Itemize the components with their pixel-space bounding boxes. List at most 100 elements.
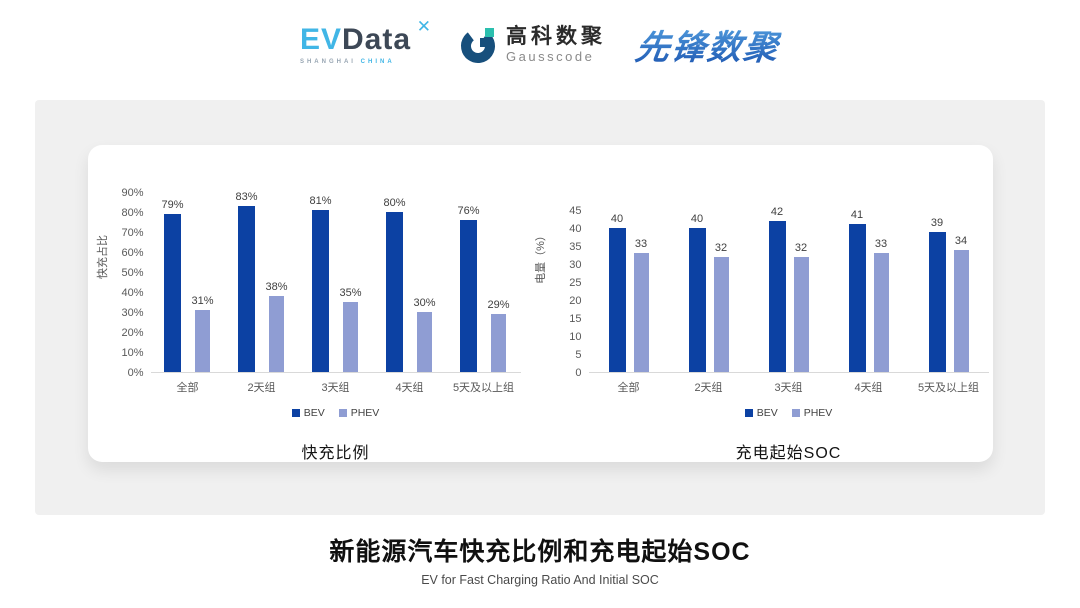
bar-with-label: 32 bbox=[793, 242, 809, 372]
bar-with-label: 33 bbox=[633, 238, 649, 372]
bar-group: 40 33 bbox=[589, 213, 669, 372]
bar-phev bbox=[269, 296, 285, 372]
y-axis-label-cell: 电量（%） bbox=[531, 167, 549, 373]
bar-value-label: 81% bbox=[309, 195, 332, 207]
bar-value-label: 33 bbox=[634, 238, 648, 250]
x-category-label: 4天组 bbox=[854, 382, 883, 394]
x-category-label: 3天组 bbox=[774, 382, 803, 394]
x-category-label: 全部 bbox=[176, 382, 199, 394]
evdata-logo: EVData ✕ SHANGHAI CHINA bbox=[299, 17, 431, 65]
chart-plot-area: 电量（%） 0 5 10 15 20 25 30 35 40 45 40 33 40 32 42 32 41 3… bbox=[531, 167, 989, 463]
y-tick-label: 0 bbox=[575, 367, 582, 379]
bar-phev bbox=[873, 253, 889, 372]
y-tick-label: 40 bbox=[569, 223, 582, 235]
y-tick-label: 35 bbox=[569, 241, 582, 253]
y-tick-label: 30% bbox=[121, 307, 144, 319]
bar-value-label: 32 bbox=[794, 242, 808, 254]
y-tick-label: 30 bbox=[569, 259, 582, 271]
bar-bev bbox=[688, 228, 706, 372]
bar-with-label: 34 bbox=[953, 235, 969, 372]
legend-label: BEV bbox=[756, 407, 778, 419]
gausscode-text-block: 高科数聚 Gausscode bbox=[506, 25, 606, 63]
bar-group: 80% 30% bbox=[373, 197, 447, 372]
legend-label: BEV bbox=[303, 407, 325, 419]
chart-panel: 快充占比 0% 10% 20% 30% 40% 50% 60% 70% 80% 90% 79% 31… bbox=[35, 100, 1045, 515]
bar-group: 81% 35% bbox=[299, 195, 373, 372]
x-category-label: 3天组 bbox=[321, 382, 350, 394]
y-tick-label: 25 bbox=[569, 277, 582, 289]
bar-value-label: 40 bbox=[690, 213, 704, 225]
bar-group: 41 33 bbox=[829, 209, 909, 372]
chart-plot-area: 快充占比 0% 10% 20% 30% 40% 50% 60% 70% 80% 90% 79% 31… bbox=[93, 167, 521, 463]
bar-value-label: 30% bbox=[413, 297, 436, 309]
y-tick-label: 40% bbox=[121, 287, 144, 299]
bar-value-label: 31% bbox=[191, 295, 214, 307]
bar-phev bbox=[343, 302, 359, 372]
gausscode-en-text: Gausscode bbox=[506, 48, 595, 64]
evdata-subtitle: SHANGHAI CHINA bbox=[300, 59, 411, 65]
y-tick-label: 45 bbox=[569, 205, 582, 217]
x-category-label: 2天组 bbox=[694, 382, 723, 394]
bar-with-label: 79% bbox=[161, 199, 184, 372]
evdata-star-icon: ✕ bbox=[416, 16, 432, 36]
y-tick-label: 50% bbox=[121, 267, 144, 279]
bar-value-label: 83% bbox=[235, 191, 258, 203]
evdata-data-text: Data bbox=[342, 22, 412, 56]
y-tick-label: 20% bbox=[121, 327, 144, 339]
bar-value-label: 79% bbox=[161, 199, 184, 211]
chart-card: 快充占比 0% 10% 20% 30% 40% 50% 60% 70% 80% 90% 79% 31… bbox=[88, 145, 993, 462]
legend-label: PHEV bbox=[350, 407, 380, 419]
bar-bev bbox=[459, 220, 477, 372]
y-tick-label: 0% bbox=[127, 367, 144, 379]
y-tick-label: 10% bbox=[121, 347, 144, 359]
bar-group: 76% 29% bbox=[447, 205, 521, 372]
header-logo-row: EVData ✕ SHANGHAI CHINA 高科数聚 Gausscode 先… bbox=[0, 17, 1080, 69]
bar-phev bbox=[793, 257, 809, 372]
y-axis-label: 快充占比 bbox=[96, 235, 109, 279]
x-axis-labels: 全部 2天组 3天组 4天组 5天及以上组 bbox=[589, 373, 989, 395]
y-tick-label: 5 bbox=[575, 349, 582, 361]
legend-item-bev: BEV bbox=[744, 407, 778, 419]
bar-group: 39 34 bbox=[909, 217, 989, 372]
bar-value-label: 34 bbox=[954, 235, 968, 247]
bar-group: 42 32 bbox=[749, 206, 829, 372]
bar-bev bbox=[163, 214, 181, 372]
bar-phev bbox=[195, 310, 211, 372]
legend-swatch-icon bbox=[338, 409, 347, 417]
evdata-china-text: CHINA bbox=[360, 58, 395, 65]
bar-bev bbox=[928, 232, 946, 372]
gausscode-cn-text: 高科数聚 bbox=[506, 25, 607, 49]
bar-with-label: 80% bbox=[383, 197, 406, 372]
bar-with-label: 40 bbox=[608, 213, 626, 372]
bar-value-label: 33 bbox=[874, 238, 888, 250]
gausscode-logo: 高科数聚 Gausscode bbox=[459, 25, 606, 64]
legend-swatch-icon bbox=[791, 409, 800, 417]
subtitle: EV for Fast Charging Ratio And Initial S… bbox=[421, 573, 659, 587]
chart-title: 快充比例 bbox=[301, 445, 370, 462]
bar-value-label: 42 bbox=[770, 206, 784, 218]
bar-with-label: 81% bbox=[309, 195, 332, 372]
y-axis-ticks: 0 5 10 15 20 25 30 35 40 45 bbox=[549, 167, 589, 379]
y-axis-label: 电量（%） bbox=[534, 230, 547, 284]
legend-swatch-icon bbox=[291, 409, 300, 417]
evdata-ev-text: EV bbox=[299, 22, 342, 56]
legend-swatch-icon bbox=[744, 409, 753, 417]
bar-group: 40 32 bbox=[669, 213, 749, 372]
bar-bev bbox=[608, 228, 626, 372]
x-category-label: 5天及以上组 bbox=[917, 382, 980, 394]
bar-value-label: 38% bbox=[265, 281, 288, 293]
y-tick-label: 90% bbox=[121, 187, 144, 199]
bar-value-label: 41 bbox=[850, 209, 864, 221]
legend-item-bev: BEV bbox=[291, 407, 325, 419]
y-axis-label-cell: 快充占比 bbox=[93, 167, 111, 373]
bar-with-label: 33 bbox=[873, 238, 889, 372]
bar-with-label: 40 bbox=[688, 213, 706, 372]
bar-with-label: 42 bbox=[768, 206, 786, 372]
bar-with-label: 29% bbox=[488, 299, 510, 372]
x-category-label: 5天及以上组 bbox=[452, 382, 515, 394]
bars-plot: 40 33 40 32 42 32 41 33 39 34 bbox=[588, 167, 989, 373]
y-axis-ticks: 0% 10% 20% 30% 40% 50% 60% 70% 80% 90% bbox=[111, 167, 151, 379]
y-tick-label: 60% bbox=[121, 247, 144, 259]
chart-legend: BEV PHEV bbox=[589, 407, 989, 419]
